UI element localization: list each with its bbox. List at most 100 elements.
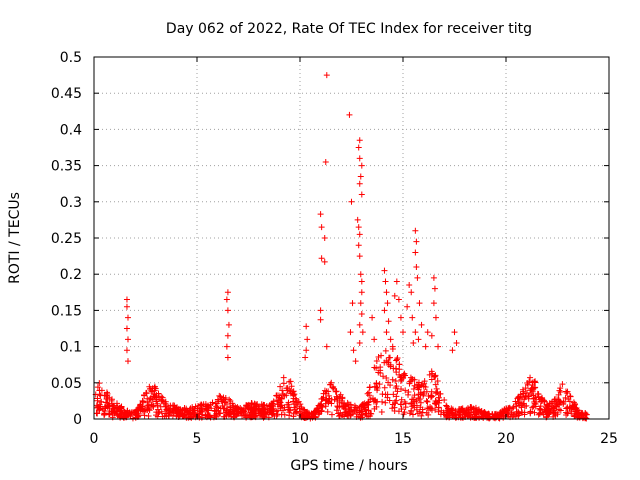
data-point xyxy=(383,329,390,336)
data-points xyxy=(123,72,460,365)
noise-point xyxy=(416,383,423,390)
x-tick-label: 15 xyxy=(394,431,412,447)
noise-point xyxy=(435,408,442,415)
noise-point xyxy=(147,395,154,402)
data-point xyxy=(453,339,460,346)
noise-point xyxy=(143,390,150,397)
data-point xyxy=(358,191,365,198)
noise-point xyxy=(563,390,570,397)
noise-point xyxy=(406,380,413,387)
noise-point xyxy=(252,401,259,408)
data-point xyxy=(451,329,458,336)
data-point xyxy=(317,316,324,323)
noise-point xyxy=(560,399,567,406)
noise-point xyxy=(394,354,401,361)
noise-point xyxy=(330,383,337,390)
noise-point xyxy=(409,396,416,403)
data-point xyxy=(321,235,328,241)
data-point xyxy=(317,307,324,314)
data-point xyxy=(357,300,364,307)
x-tick-label: 25 xyxy=(600,431,618,447)
noise-point xyxy=(162,402,169,409)
data-point xyxy=(124,358,131,365)
noise-point xyxy=(556,406,563,413)
noise-point xyxy=(522,385,529,392)
noise-point xyxy=(570,399,577,406)
data-point xyxy=(346,111,353,118)
noise-point xyxy=(245,405,252,412)
noise-point xyxy=(334,404,341,411)
noise-point xyxy=(333,393,340,400)
noise-point xyxy=(248,407,255,414)
noise-point xyxy=(153,412,160,419)
noise-point xyxy=(255,406,262,413)
noise-point xyxy=(478,408,485,415)
noise-point xyxy=(457,410,464,417)
noise-point xyxy=(276,398,283,405)
noise-point xyxy=(181,411,188,418)
noise-point xyxy=(226,396,233,403)
noise-point xyxy=(365,407,372,414)
noise-point xyxy=(385,379,392,386)
noise-point xyxy=(397,401,404,408)
data-point xyxy=(323,72,330,79)
noise-point xyxy=(371,364,378,371)
noise-point xyxy=(204,403,211,410)
noise-point xyxy=(290,395,297,402)
data-point xyxy=(124,336,131,343)
noise-point xyxy=(529,404,536,411)
noise-point xyxy=(293,408,300,415)
data-point xyxy=(354,216,361,223)
noise-point xyxy=(372,397,379,404)
noise-point xyxy=(352,404,359,411)
noise-point xyxy=(198,402,205,409)
noise-point xyxy=(288,383,295,390)
noise-point xyxy=(258,401,265,408)
data-point xyxy=(358,289,365,296)
noise-point xyxy=(108,396,115,403)
data-point xyxy=(303,347,310,354)
noise-point xyxy=(428,405,435,412)
noise-point xyxy=(312,413,319,420)
noise-point xyxy=(229,400,236,407)
noise-point xyxy=(394,388,401,395)
data-point xyxy=(321,258,328,265)
noise-point xyxy=(551,409,558,416)
noise-point xyxy=(398,396,405,403)
data-point xyxy=(123,325,130,332)
data-point xyxy=(359,329,366,336)
noise-point xyxy=(432,406,439,413)
data-point xyxy=(415,336,422,343)
noise-point xyxy=(318,402,325,409)
data-point xyxy=(414,274,421,281)
data-point xyxy=(416,300,423,307)
noise-point xyxy=(381,384,388,391)
noise-point xyxy=(393,369,400,376)
y-tick-label: 0.05 xyxy=(51,376,82,392)
noise-point xyxy=(425,411,432,418)
noise-point xyxy=(189,409,196,416)
noise-point xyxy=(165,411,172,418)
noise-point xyxy=(377,367,384,374)
noise-point xyxy=(336,413,343,420)
noise-point xyxy=(113,404,120,411)
noise-point xyxy=(286,386,293,393)
y-tick-label: 0 xyxy=(73,412,82,428)
noise-point xyxy=(129,415,136,422)
noise-point xyxy=(118,405,125,412)
noise-point xyxy=(417,399,424,406)
noise-point xyxy=(215,398,222,405)
noise-point xyxy=(359,402,366,409)
noise-point xyxy=(546,400,553,407)
data-point xyxy=(355,144,362,151)
noise-point xyxy=(523,402,530,409)
y-tick-label: 0.45 xyxy=(51,86,82,102)
noise-point xyxy=(460,408,467,415)
noise-point xyxy=(530,392,537,399)
noise-point xyxy=(97,405,104,412)
data-point xyxy=(124,314,131,321)
noise-point xyxy=(408,400,415,407)
data-point xyxy=(348,198,355,205)
noise-point xyxy=(114,412,121,419)
noise-point xyxy=(269,402,276,409)
